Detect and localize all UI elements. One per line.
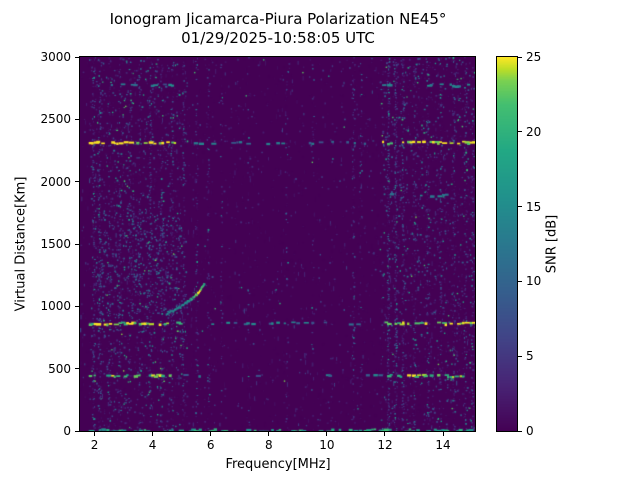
y-tick-mark [75,118,79,120]
y-tick-mark [75,56,79,58]
y-tick-mark [75,305,79,307]
x-tick-label: 10 [319,438,335,452]
x-tick-mark [94,432,96,436]
y-tick-mark [75,368,79,370]
x-tick-label: 12 [377,438,393,452]
colorbar-tick-label: 25 [526,50,542,64]
colorbar-tick-mark [518,131,522,133]
heatmap-plot [80,57,475,431]
x-tick-mark [442,432,444,436]
colorbar-tick-mark [518,430,522,432]
colorbar-tick-mark [518,280,522,282]
colorbar-tick-label: 10 [526,274,542,289]
x-tick-mark [268,432,270,436]
y-tick-mark [75,243,79,245]
colorbar-tick-label: 0 [526,424,534,438]
colorbar-tick-mark [518,206,522,208]
colorbar-tick-label: 5 [526,349,534,364]
y-tick-label: 0 [63,424,71,438]
colorbar-tick-mark [518,56,522,58]
colorbar-tick-label: 15 [526,199,542,214]
x-axis-label: Frequency[MHz] [225,457,331,472]
y-tick-label: 1000 [40,299,71,314]
x-tick-label: 4 [148,438,157,452]
colorbar-tick-mark [518,355,522,357]
y-tick-label: 2500 [40,112,71,127]
plot-frame [79,56,476,432]
y-tick-mark [75,181,79,183]
x-tick-mark [210,432,212,436]
x-tick-label: 14 [435,438,451,452]
x-tick-mark [326,432,328,436]
y-tick-label: 2000 [40,174,71,189]
chart-title: Ionogram Jicamarca-Piura Polarization NE… [109,10,447,28]
x-tick-label: 6 [206,438,215,452]
y-tick-mark [75,430,79,432]
y-tick-label: 3000 [40,50,71,64]
colorbar-tick-label: 20 [526,124,542,139]
x-tick-label: 8 [264,438,273,452]
x-tick-mark [384,432,386,436]
chart-subtitle: 01/29/2025-10:58:05 UTC [181,29,375,47]
x-tick-mark [152,432,154,436]
y-tick-label: 1500 [40,237,71,251]
colorbar-frame [496,56,518,432]
colorbar-label: SNR [dB] [544,214,560,274]
colorbar-gradient [497,57,517,431]
y-tick-label: 500 [48,361,71,376]
x-tick-label: 2 [90,438,99,452]
